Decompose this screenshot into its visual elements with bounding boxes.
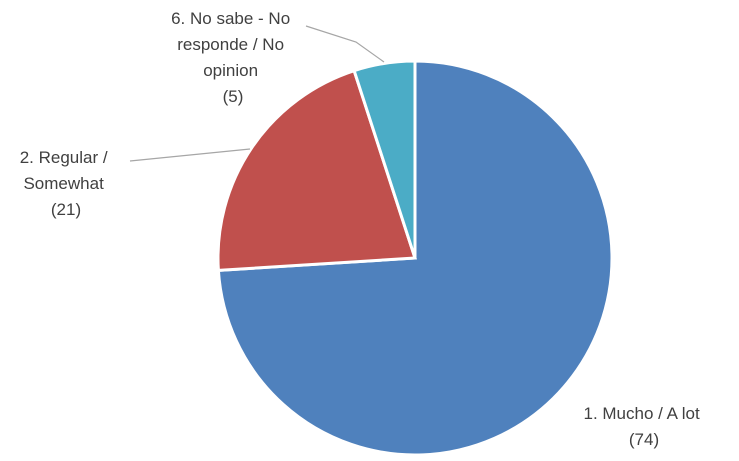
data-label-no-opinion-line-3: opinion xyxy=(203,61,258,80)
data-label-no-opinion-line-2: responde / No xyxy=(177,35,284,54)
pie-slices xyxy=(216,59,614,457)
data-label-no-opinion-line-1: 6. No sabe - No xyxy=(171,9,290,28)
data-label-no-opinion-line-4: (5) xyxy=(223,87,244,106)
data-label-mucho-line-2: (74) xyxy=(629,430,659,449)
data-label-mucho: 1. Mucho / A lot (74) xyxy=(584,404,705,449)
data-label-regular-line-3: (21) xyxy=(51,200,81,219)
data-label-regular-line-1: 2. Regular / xyxy=(20,148,108,167)
data-label-regular-line-2: Somewhat xyxy=(23,174,104,193)
data-label-mucho-line-1: 1. Mucho / A lot xyxy=(584,404,701,423)
data-label-regular: 2. Regular / Somewhat (21) xyxy=(20,148,113,219)
data-labels: 1. Mucho / A lot (74) 2. Regular / Somew… xyxy=(20,9,705,449)
leader-lines xyxy=(129,25,385,162)
data-label-no-opinion: 6. No sabe - No responde / No opinion (5… xyxy=(171,9,295,106)
leader-line-no-opinion xyxy=(305,25,385,63)
leader-line-regular xyxy=(129,148,251,162)
pie-slice-regular xyxy=(216,68,418,272)
pie-slice-no-opinion xyxy=(352,59,417,259)
